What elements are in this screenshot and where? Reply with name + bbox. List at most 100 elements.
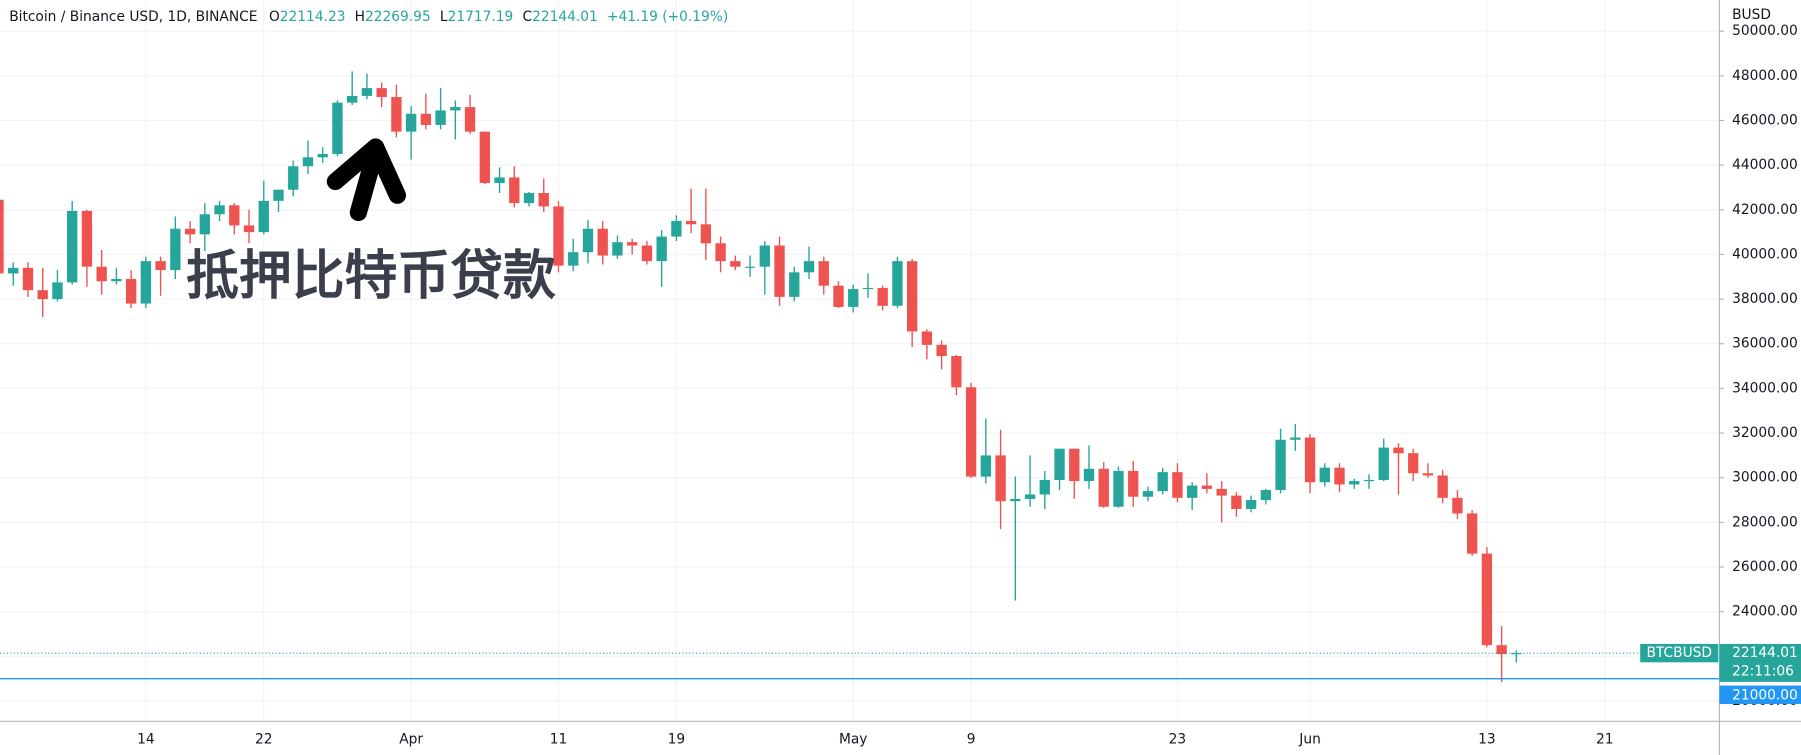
ohlc-value: 22144.01	[532, 9, 598, 25]
y-axis-label: BUSD	[1732, 7, 1771, 23]
price-line-label: 21000.00	[1732, 687, 1798, 703]
candle-body	[125, 279, 137, 304]
candle-body	[1039, 479, 1050, 495]
candle-body	[361, 88, 373, 96]
ohlc-value: 21717.19	[448, 9, 514, 25]
candle-body	[1511, 653, 1522, 655]
candle-body	[715, 243, 726, 262]
candle-body	[848, 289, 859, 307]
candle-body	[951, 356, 962, 388]
candle-body	[1142, 491, 1154, 497]
candle-body	[1186, 485, 1198, 498]
candle-body	[8, 267, 19, 274]
axes: 20000.0022000.0024000.0026000.0028000.00…	[137, 23, 1801, 748]
candle-body	[803, 261, 815, 273]
symbol-box	[1640, 643, 1719, 663]
candle-body	[744, 266, 756, 268]
candle-body	[184, 228, 196, 235]
y-tick-label: 40000.00	[1732, 246, 1798, 262]
candle-body	[921, 331, 933, 345]
x-tick-label: 9	[967, 732, 976, 748]
change: +41.19 (+0.19%)	[607, 9, 728, 25]
candle-body	[538, 193, 549, 207]
candle-body	[0, 199, 4, 274]
candle-body	[479, 131, 490, 183]
candle-body	[258, 200, 269, 233]
candle-body	[170, 228, 181, 271]
price-line-box	[1719, 685, 1801, 704]
last-price-box	[1719, 643, 1801, 682]
candle-body	[1054, 448, 1065, 480]
candle-body	[96, 266, 107, 282]
grid	[0, 0, 1720, 722]
candle-body	[509, 177, 520, 204]
candle-body	[214, 205, 225, 215]
candle-body	[965, 387, 977, 477]
candle-body	[37, 290, 48, 300]
candle-body	[656, 236, 667, 262]
candle-body	[464, 107, 476, 132]
candle-body	[553, 206, 564, 266]
candle-body	[302, 157, 314, 167]
candle-body	[347, 95, 358, 103]
candle-body	[1275, 439, 1286, 491]
candle-body	[685, 220, 697, 225]
x-tick-label: May	[839, 732, 867, 748]
candle-body	[862, 287, 874, 290]
candle-body	[1083, 468, 1095, 482]
candle-body	[671, 220, 682, 237]
candle-body	[597, 228, 608, 256]
y-tick-label: 46000.00	[1732, 112, 1798, 128]
candle-body	[730, 261, 741, 267]
y-tick-label: 32000.00	[1732, 425, 1798, 441]
plot	[0, 71, 1720, 683]
candle-body	[1466, 513, 1478, 554]
candle-body	[405, 113, 417, 132]
x-tick-label: 23	[1169, 732, 1187, 748]
y-tick-label: 48000.00	[1732, 68, 1798, 84]
candle-body	[1260, 490, 1272, 501]
ohlc-value: 22114.23	[280, 9, 346, 25]
candle-body	[22, 267, 34, 291]
symbol-label: BTCBUSD	[1646, 645, 1712, 661]
candle-body	[1231, 495, 1242, 509]
x-tick-label: 21	[1596, 732, 1614, 748]
y-tick-label: 36000.00	[1732, 336, 1798, 352]
candle-body	[1010, 498, 1021, 502]
x-tick-label: 11	[550, 732, 568, 748]
candle-body	[1157, 472, 1168, 492]
candle-body	[435, 110, 446, 125]
candle-body	[288, 166, 299, 190]
candle-body	[1437, 475, 1448, 498]
y-tick-label: 28000.00	[1732, 514, 1798, 530]
candle-body	[582, 228, 594, 253]
candle-body	[52, 282, 63, 300]
x-tick-label: 22	[255, 732, 273, 748]
candle-body	[1496, 645, 1507, 655]
candle-body	[759, 245, 770, 267]
candle-body	[877, 287, 888, 306]
y-tick-label: 44000.00	[1732, 157, 1798, 173]
y-tick-label: 50000.00	[1732, 23, 1798, 39]
x-tick-label: 13	[1478, 732, 1496, 748]
candle-body	[1128, 471, 1139, 497]
x-tick-label: 19	[668, 732, 686, 748]
candle-body	[1393, 447, 1404, 454]
title-text: Bitcoin / Binance USD, 1D, BINANCE	[9, 9, 257, 25]
candle-body	[420, 113, 432, 125]
candle-body	[1098, 468, 1109, 507]
candle-body	[1024, 494, 1036, 499]
last-price-label: 22144.01	[1732, 645, 1798, 661]
ohlc-label: O	[269, 9, 280, 25]
candle-body	[155, 261, 166, 271]
candle-body	[1452, 497, 1463, 514]
countdown: 22:11:06	[1732, 664, 1794, 680]
candle-body	[700, 224, 712, 244]
candle-body	[995, 455, 1006, 502]
candle-body	[1304, 437, 1316, 483]
y-tick-label: 42000.00	[1732, 202, 1798, 218]
candle-body	[332, 102, 343, 154]
x-tick-label: Jun	[1298, 732, 1321, 748]
